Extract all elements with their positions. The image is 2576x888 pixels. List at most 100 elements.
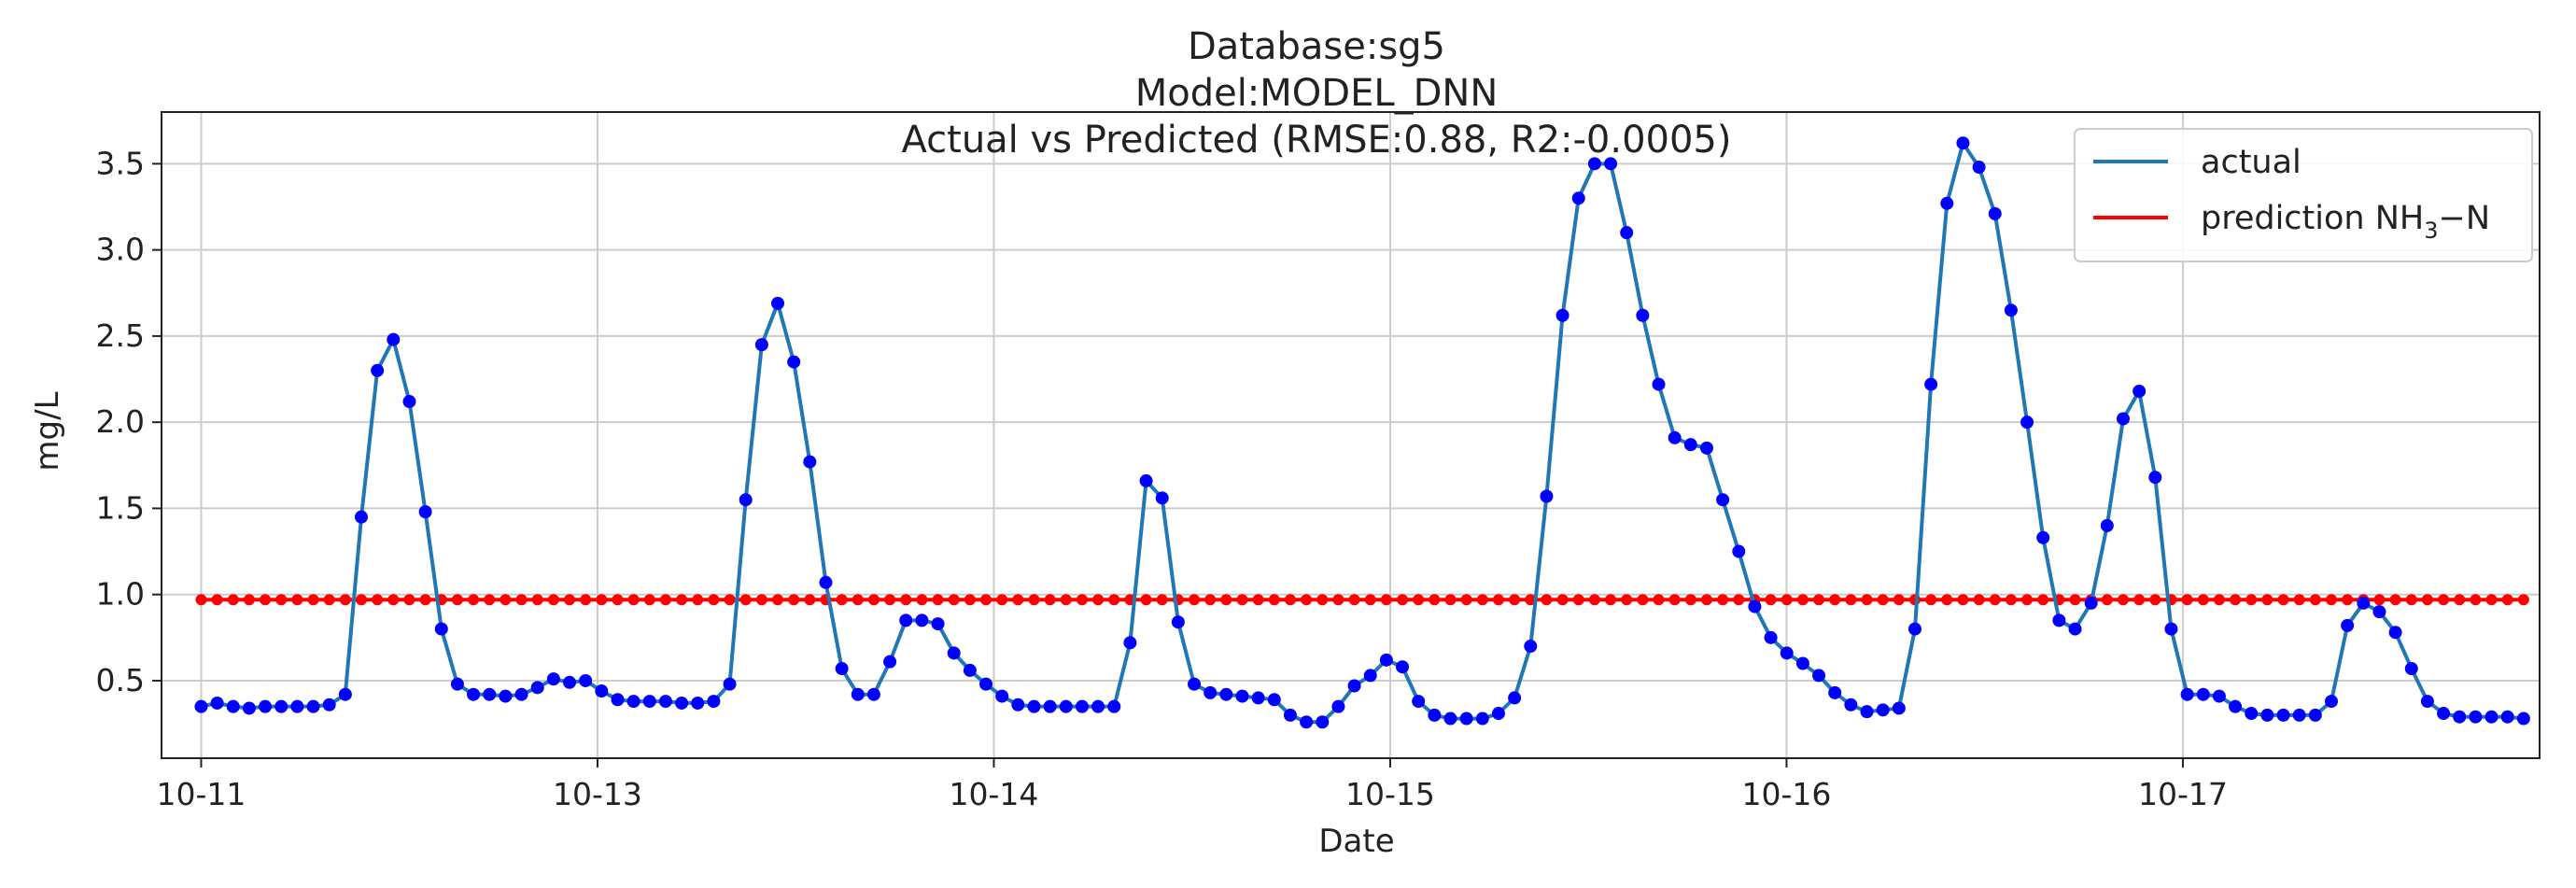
actual-point	[2453, 710, 2467, 724]
actual-point	[1860, 705, 1874, 719]
actual-point	[2308, 708, 2322, 722]
actual-point	[1892, 701, 1906, 715]
actual-point	[1699, 441, 1713, 455]
prediction-point	[867, 594, 880, 606]
actual-point	[194, 699, 208, 713]
prediction-point	[1492, 594, 1504, 606]
prediction-point	[1332, 594, 1344, 606]
actual-point	[2437, 707, 2451, 721]
prediction-point	[1316, 594, 1329, 606]
prediction-point	[1925, 594, 1937, 606]
prediction-point	[1668, 594, 1681, 606]
actual-point	[1956, 136, 1970, 150]
prediction-point	[1989, 594, 2001, 606]
actual-point	[866, 687, 880, 701]
actual-point	[2004, 303, 2018, 317]
actual-point	[1412, 695, 1426, 709]
prediction-point	[1364, 594, 1376, 606]
prediction-point	[515, 594, 528, 606]
prediction-point	[451, 594, 463, 606]
legend: actual prediction NH3−N	[2074, 128, 2533, 262]
prediction-point	[1301, 594, 1313, 606]
prediction-point	[307, 594, 319, 606]
prediction-point	[659, 594, 671, 606]
actual-point	[1139, 473, 1153, 487]
series-layer	[194, 136, 2530, 729]
prediction-point	[1765, 594, 1777, 606]
actual-point	[1363, 669, 1377, 683]
actual-point	[2148, 471, 2162, 485]
actual-point	[1571, 191, 1585, 205]
prediction-point	[372, 594, 384, 606]
actual-point	[1716, 493, 1730, 507]
actual-point	[2133, 384, 2147, 398]
prediction-point	[1220, 594, 1232, 606]
actual-point	[467, 687, 481, 701]
actual-point	[595, 684, 609, 698]
actual-point	[306, 699, 320, 713]
actual-point	[2116, 412, 2130, 426]
prediction-point	[339, 594, 351, 606]
actual-point	[290, 699, 304, 713]
actual-point	[1587, 157, 1601, 171]
actual-point	[546, 672, 560, 686]
prediction-point	[2037, 594, 2049, 606]
actual-point	[2388, 626, 2402, 640]
legend-box	[2074, 128, 2533, 262]
prediction-point	[2421, 594, 2433, 606]
actual-point	[1972, 161, 1986, 175]
actual-point	[658, 695, 672, 709]
actual-point	[611, 693, 625, 707]
prediction-point	[2342, 594, 2354, 606]
prediction-point	[1813, 594, 1825, 606]
prediction-point	[1140, 594, 1152, 606]
prediction-point	[2117, 594, 2129, 606]
actual-point	[707, 695, 721, 709]
x-tick-label: 10-13	[553, 776, 642, 812]
prediction-point	[1556, 594, 1569, 606]
prediction-point	[1156, 594, 1168, 606]
actual-point	[899, 613, 913, 627]
prediction-point	[419, 594, 431, 606]
actual-point	[2229, 699, 2243, 713]
prediction-point	[2101, 594, 2113, 606]
x-tick-label: 10-15	[1345, 776, 1435, 812]
prediction-point	[260, 594, 272, 606]
prediction-point	[1684, 594, 1696, 606]
chart-title-line-1: Database:sg5	[1188, 25, 1445, 68]
prediction-point	[1429, 594, 1441, 606]
actual-point	[1508, 691, 1522, 705]
plot-frame	[161, 111, 2541, 759]
prediction-point	[724, 594, 736, 606]
actual-point	[338, 687, 352, 701]
y-axis-label: mg/L	[29, 391, 66, 471]
prediction-point	[580, 594, 592, 606]
actual-point	[483, 687, 497, 701]
y-tick-label: 2.0	[96, 403, 145, 440]
actual-point	[2372, 605, 2386, 619]
y-tick-label: 3.0	[96, 232, 145, 268]
prediction-point	[227, 594, 239, 606]
actual-point	[1011, 698, 1025, 712]
prediction-point	[1845, 594, 1857, 606]
actual-point	[1316, 715, 1330, 729]
prediction-point	[1028, 594, 1040, 606]
actual-point	[851, 687, 865, 701]
actual-point	[530, 681, 544, 695]
prediction-point	[484, 594, 496, 606]
actual-point	[1155, 491, 1169, 505]
prediction-point	[1893, 594, 1905, 606]
prediction-point	[1060, 594, 1072, 606]
prediction-point	[403, 594, 415, 606]
actual-point	[626, 695, 640, 709]
prediction-point	[1044, 594, 1056, 606]
prediction-point	[676, 594, 688, 606]
prediction-point	[996, 594, 1008, 606]
prediction-point	[243, 594, 255, 606]
prediction-point	[772, 594, 784, 606]
prediction-point	[692, 594, 704, 606]
actual-point	[1988, 206, 2002, 220]
actual-point	[1844, 698, 1858, 712]
prediction-point	[739, 594, 752, 606]
prediction-point	[1012, 594, 1024, 606]
